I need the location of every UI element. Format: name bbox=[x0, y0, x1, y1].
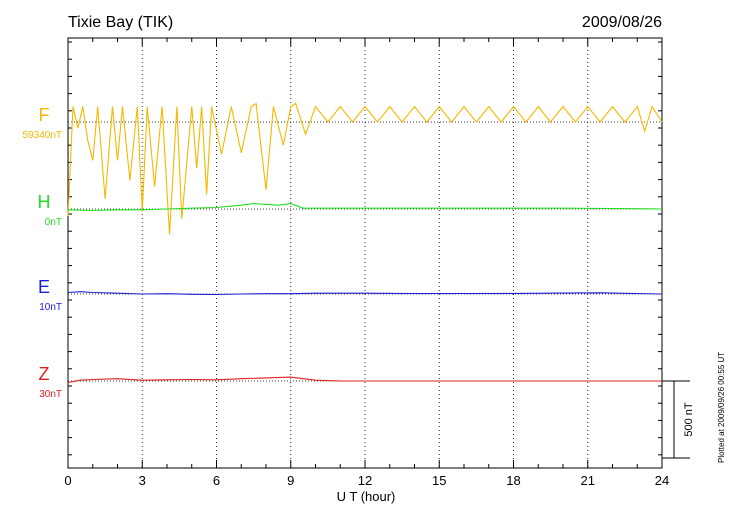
series-unit-e: 10nT bbox=[39, 302, 62, 313]
series-unit-z: 30nT bbox=[39, 389, 62, 400]
chart-title: Tixie Bay (TIK) bbox=[68, 14, 173, 31]
scale-bar: 500 nT bbox=[662, 380, 695, 459]
series-name-e: E bbox=[38, 277, 50, 297]
x-tick-label: 15 bbox=[432, 473, 446, 488]
series-name-z: Z bbox=[39, 364, 50, 384]
x-tick-label: 18 bbox=[506, 473, 520, 488]
grid-lines bbox=[141, 38, 589, 468]
series-name-f: F bbox=[39, 105, 50, 125]
series-lines bbox=[67, 102, 663, 384]
series-unit-f: 59340nT bbox=[23, 130, 62, 141]
chart-date: 2009/08/26 bbox=[582, 14, 662, 31]
series-line-h bbox=[67, 203, 663, 212]
x-tick-label: 0 bbox=[64, 473, 71, 488]
x-tick-label: 12 bbox=[358, 473, 372, 488]
series-unit-h: 0nT bbox=[45, 217, 62, 228]
series-labels: F 59340nT H 0nT E 10nT Z 30nT bbox=[23, 105, 62, 400]
plotted-note: Plotted at 2009/09/26 00:55 UT bbox=[717, 352, 726, 463]
series-line-f bbox=[67, 102, 663, 235]
x-tick-label: 24 bbox=[655, 473, 669, 488]
series-line-z bbox=[67, 376, 662, 384]
x-tick-label: 9 bbox=[287, 473, 294, 488]
series-name-h: H bbox=[38, 192, 51, 212]
x-tick-label: 3 bbox=[139, 473, 146, 488]
x-tick-label: 6 bbox=[213, 473, 220, 488]
x-axis-label: U T (hour) bbox=[337, 489, 396, 504]
scale-bar-label: 500 nT bbox=[683, 402, 695, 437]
x-tick-label: 21 bbox=[581, 473, 595, 488]
axis-ticks: 0 3 6 9 12 15 18 21 24 bbox=[64, 38, 669, 488]
series-line-e bbox=[67, 291, 663, 296]
